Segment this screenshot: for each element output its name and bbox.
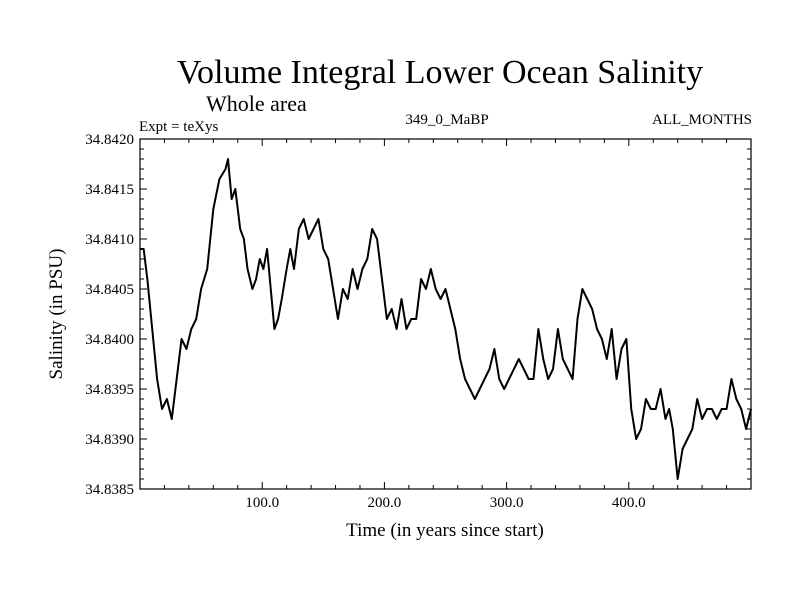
x-axis-label: Time (in years since start) [346,520,544,541]
y-axis-label: Salinity (in PSU) [46,249,67,380]
plot-frame [139,138,752,490]
y-tick-label: 34.8405 [85,282,134,298]
x-tick-label: 100.0 [245,495,279,511]
axis-ticks: 34.8385 34.8390 34.8395 34.8400 34.8405 34.84… [85,132,751,511]
x-tick-label: 200.0 [368,495,402,511]
chart-subtitle: Whole area [206,91,307,116]
y-tick-label: 34.8410 [85,232,134,248]
salinity-series-line [140,158,752,480]
months-label: ALL_MONTHS [652,112,752,128]
y-tick-label: 34.8415 [85,182,134,198]
x-tick-label: 400.0 [612,495,646,511]
y-tick-label: 34.8400 [85,332,134,348]
experiment-label: Expt = teXys [139,119,218,135]
x-tick-label: 300.0 [490,495,524,511]
y-tick-label: 34.8385 [85,482,134,498]
run-label: 349_0_MaBP [405,112,488,128]
y-tick-label: 34.8395 [85,382,134,398]
y-tick-label: 34.8420 [85,132,134,148]
series-layer [140,158,752,480]
y-tick-label: 34.8390 [85,432,134,448]
chart-title: Volume Integral Lower Ocean Salinity [177,54,703,91]
